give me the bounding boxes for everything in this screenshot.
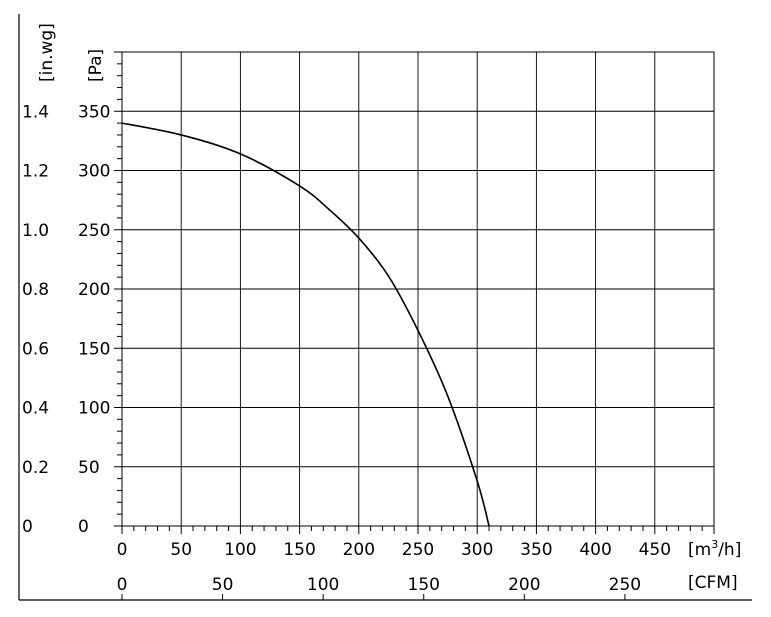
curve-point (121, 122, 123, 124)
curve-point (180, 134, 182, 136)
x-tick-label-cfm: 250 (609, 575, 641, 595)
curve-point (476, 480, 479, 482)
y-tick-label-inwg: 0.6 (22, 339, 49, 359)
x-tick-label-cfm: 0 (117, 575, 128, 595)
x-tick-label-cfm: 200 (508, 575, 540, 595)
y-tick-label-pa: 250 (78, 221, 110, 241)
curve-point (417, 329, 419, 332)
x-tick-label-m3h: 150 (283, 540, 315, 560)
y-tick-label-inwg: 0.8 (22, 280, 49, 300)
y-tick-label-inwg: 0.2 (22, 458, 49, 478)
curve-point (358, 237, 360, 239)
x-tick-label-m3h: 50 (170, 540, 192, 560)
y-tick-label-pa: 200 (78, 280, 110, 300)
axis-labels: 0 50 100 150 200 250 300 350 0 0.2 0.4 0.6 0.8 1.0 1.2… (22, 23, 741, 595)
x-tick-label-m3h: 400 (579, 540, 611, 560)
x-tick-label-m3h: 0 (117, 540, 128, 560)
curve-point (298, 185, 301, 187)
y-tick-label-inwg: 1.4 (22, 102, 49, 122)
curve-point (387, 275, 390, 277)
x-tick-label-m3h: 100 (224, 540, 256, 560)
y-tick-label-pa: 350 (78, 102, 110, 122)
x-tick-label-cfm: 100 (307, 575, 339, 595)
x-unit-label-cfm: [CFM] (688, 573, 738, 593)
x-unit-label-m3h: [m3/h] (688, 538, 741, 560)
x-tick-label-m3h: 250 (402, 540, 434, 560)
y-tick-label-pa: 300 (78, 162, 110, 182)
y-tick-label-pa: 100 (78, 399, 110, 419)
y-unit-label-pa: [Pa] (86, 49, 106, 82)
y-tick-label-pa: 150 (78, 339, 110, 359)
minor-ticks (114, 51, 715, 600)
grid-lines (122, 52, 714, 526)
chart-frame (18, 14, 752, 601)
x-tick-label-m3h: 350 (520, 540, 552, 560)
curve-layer (121, 122, 490, 527)
x-tick-label-m3h: 300 (461, 540, 493, 560)
fan-curve-line (121, 122, 490, 527)
y-tick-label-inwg: 1.2 (22, 162, 49, 182)
curve-point (446, 394, 449, 397)
curve-point (239, 153, 242, 155)
curve-point (488, 525, 490, 527)
x-tick-label-cfm: 50 (212, 575, 234, 595)
y-unit-label-inwg: [in.wg] (37, 23, 57, 82)
y-tick-label-inwg: 1.0 (22, 221, 49, 241)
y-tick-label-inwg: 0 (22, 517, 33, 537)
x-tick-label-cfm: 150 (408, 575, 440, 595)
y-tick-label-inwg: 0.4 (22, 399, 49, 419)
curve-point (328, 208, 331, 211)
x-tick-label-m3h: 450 (639, 540, 671, 560)
y-tick-label-pa: 50 (78, 458, 100, 478)
y-tick-label-pa: 0 (78, 517, 89, 537)
x-tick-label-m3h: 200 (343, 540, 375, 560)
